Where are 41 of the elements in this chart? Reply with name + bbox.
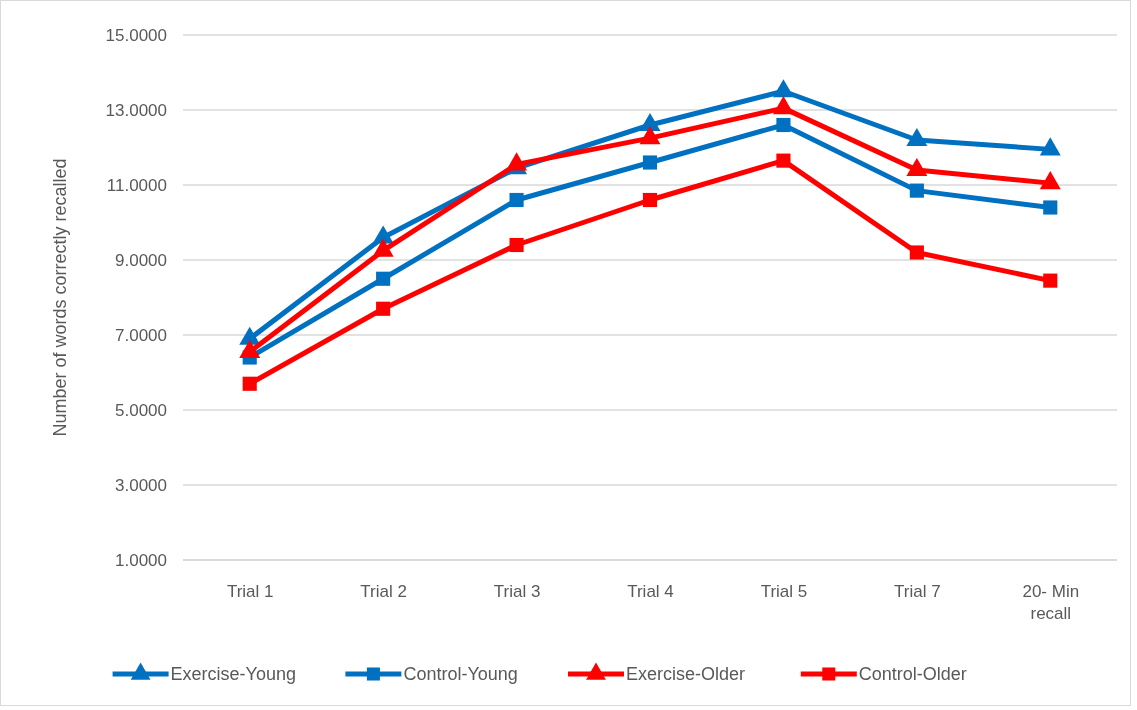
x-tick-label: Trial 7 — [894, 582, 941, 601]
x-tick-label: Trial 2 — [360, 582, 407, 601]
point — [506, 152, 528, 171]
x-tick-label: Trial 3 — [493, 582, 541, 601]
x-tick-label: Trial 5 — [760, 582, 808, 601]
point — [639, 126, 661, 145]
point — [772, 79, 794, 98]
point — [1043, 273, 1058, 288]
point — [776, 153, 791, 168]
y-tick-label: 15.0000 — [105, 25, 167, 45]
point — [1039, 137, 1061, 156]
point — [642, 155, 658, 170]
point — [909, 183, 924, 198]
point — [639, 112, 661, 132]
point — [906, 127, 928, 147]
point — [642, 192, 658, 208]
x-tick-label: Trial 1 — [226, 582, 274, 601]
y-tick-label: 5.0000 — [115, 400, 167, 420]
y-tick-label: 3.0000 — [115, 475, 167, 495]
point — [242, 376, 257, 391]
point — [1039, 171, 1061, 190]
legend-label: Control-Older — [858, 664, 967, 684]
x-tick-label: Trial 4 — [627, 582, 674, 601]
point — [509, 192, 524, 208]
y-axis-title: Number of words correctly recalled — [50, 158, 70, 437]
point — [376, 271, 391, 286]
point — [906, 157, 928, 177]
point — [909, 245, 924, 260]
point — [509, 237, 524, 253]
point — [1043, 200, 1058, 215]
point — [772, 96, 794, 115]
y-tick-label: 1.0000 — [115, 550, 167, 570]
legend-label: Exercise-Older — [626, 664, 746, 684]
point — [376, 301, 391, 316]
y-tick-label: 11.0000 — [106, 175, 167, 195]
y-tick-label: 9.0000 — [115, 250, 167, 270]
legend-label: Control-Young — [403, 664, 518, 684]
y-tick-label: 7.0000 — [115, 325, 167, 345]
x-tick-label: 20- Min recall — [1022, 582, 1080, 623]
legend-label: Exercise-Young — [170, 664, 297, 684]
y-tick-label: 13.0000 — [105, 100, 167, 120]
